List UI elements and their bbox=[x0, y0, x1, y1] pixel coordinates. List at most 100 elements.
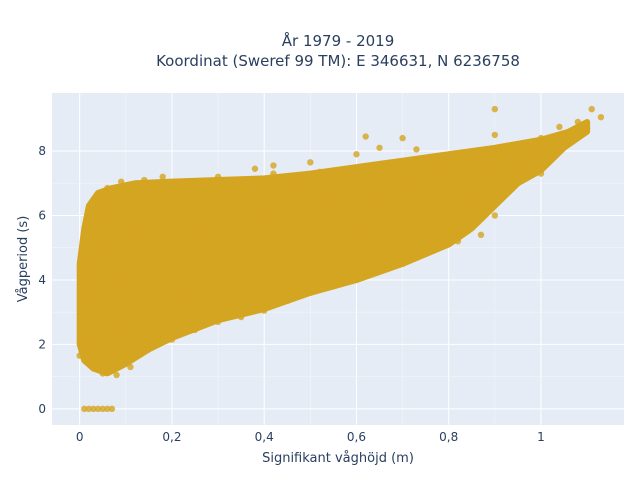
data-point bbox=[94, 405, 102, 413]
data-point bbox=[214, 173, 222, 181]
data-point bbox=[131, 225, 139, 232]
data-point bbox=[117, 178, 125, 185]
data-point bbox=[528, 154, 535, 161]
data-point bbox=[427, 155, 434, 163]
data-point bbox=[108, 405, 116, 413]
data-point bbox=[491, 131, 499, 139]
data-point bbox=[85, 341, 93, 348]
data-point bbox=[97, 244, 104, 251]
data-point bbox=[422, 205, 429, 213]
data-point bbox=[491, 212, 499, 219]
data-point bbox=[242, 189, 249, 197]
data-point bbox=[191, 326, 199, 334]
data-point bbox=[145, 346, 153, 353]
data-point bbox=[270, 170, 277, 177]
data-point bbox=[468, 149, 475, 156]
data-point bbox=[390, 160, 397, 168]
data-point bbox=[92, 363, 100, 371]
data-point bbox=[113, 371, 120, 379]
y-axis-ticks: 0 2 4 6 8 bbox=[38, 144, 46, 416]
data-point bbox=[307, 159, 314, 166]
data-point bbox=[353, 276, 360, 284]
data-point bbox=[293, 183, 300, 190]
data-point bbox=[85, 405, 93, 413]
data-point bbox=[330, 283, 337, 290]
data-point bbox=[583, 125, 591, 132]
data-point bbox=[94, 209, 102, 216]
data-point bbox=[399, 134, 406, 142]
data-point bbox=[445, 225, 452, 232]
data-point bbox=[168, 260, 176, 268]
x-tick-label: 0,8 bbox=[439, 430, 458, 444]
chart-title-line-2: Koordinat (Sweref 99 TM): E 346631, N 62… bbox=[156, 52, 520, 70]
data-point bbox=[104, 405, 111, 413]
data-point bbox=[141, 176, 148, 184]
data-point bbox=[159, 205, 166, 213]
data-point bbox=[108, 189, 116, 197]
data-point bbox=[445, 180, 452, 187]
data-point bbox=[237, 313, 245, 321]
data-point bbox=[122, 276, 130, 284]
data-point bbox=[436, 170, 443, 177]
data-point bbox=[191, 228, 199, 235]
data-point bbox=[353, 228, 360, 235]
y-tick-label: 8 bbox=[38, 144, 46, 158]
data-point bbox=[514, 160, 522, 168]
data-point bbox=[260, 212, 268, 219]
data-point bbox=[76, 352, 83, 359]
y-axis-title: Vågperiod (s) bbox=[16, 216, 31, 303]
data-point bbox=[477, 231, 485, 239]
x-tick-label: 1 bbox=[537, 430, 545, 444]
data-point bbox=[122, 328, 130, 335]
data-point bbox=[422, 247, 429, 255]
data-point bbox=[376, 202, 383, 210]
data-point bbox=[537, 134, 545, 142]
data-point bbox=[482, 167, 489, 174]
y-tick-label: 4 bbox=[38, 273, 46, 287]
data-point bbox=[597, 113, 605, 121]
data-point bbox=[88, 308, 95, 316]
data-point bbox=[307, 289, 314, 297]
data-point bbox=[362, 133, 369, 140]
data-point bbox=[353, 151, 360, 158]
data-point bbox=[284, 250, 291, 258]
data-point bbox=[251, 165, 259, 172]
data-point bbox=[99, 196, 106, 203]
data-point bbox=[330, 192, 337, 200]
x-tick-label: 0,2 bbox=[162, 430, 181, 444]
data-point bbox=[344, 173, 351, 181]
data-point bbox=[99, 370, 106, 377]
data-point bbox=[371, 265, 379, 272]
data-point bbox=[454, 238, 462, 245]
data-point bbox=[85, 263, 93, 271]
data-point bbox=[81, 405, 88, 413]
data-point bbox=[556, 123, 563, 131]
data-point bbox=[88, 354, 95, 361]
data-point bbox=[399, 180, 406, 187]
data-point bbox=[537, 170, 545, 177]
data-point bbox=[399, 260, 406, 268]
data-point bbox=[505, 186, 512, 193]
data-point bbox=[574, 118, 582, 126]
data-point bbox=[83, 325, 90, 332]
data-point bbox=[113, 308, 120, 316]
x-tick-label: 0,4 bbox=[255, 430, 274, 444]
y-tick-label: 6 bbox=[38, 208, 46, 222]
data-point bbox=[177, 178, 185, 185]
data-point bbox=[468, 192, 475, 200]
data-point bbox=[270, 162, 277, 169]
data-point bbox=[104, 341, 111, 348]
x-axis-ticks: 0 0,2 0,4 0,6 0,8 1 bbox=[76, 430, 545, 444]
data-point bbox=[127, 363, 134, 371]
data-points bbox=[76, 105, 605, 413]
data-point bbox=[307, 218, 314, 226]
data-point bbox=[168, 336, 176, 343]
data-point bbox=[376, 144, 383, 151]
data-point bbox=[316, 168, 323, 176]
data-point bbox=[237, 244, 245, 251]
data-point bbox=[588, 105, 595, 113]
data-point bbox=[99, 405, 106, 413]
data-point bbox=[413, 146, 420, 153]
x-axis-title: Signifikant våghöjd (m) bbox=[262, 451, 414, 466]
